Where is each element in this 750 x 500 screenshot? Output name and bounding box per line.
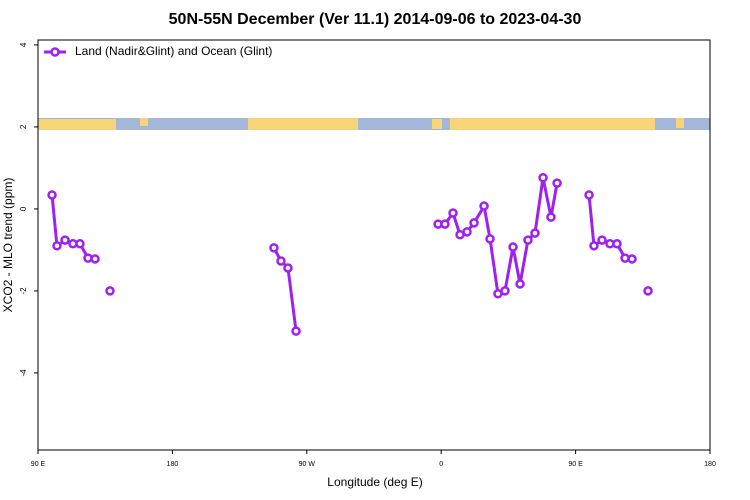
x-tick-label: 0 xyxy=(439,461,443,468)
point xyxy=(643,286,653,296)
land-ocean-strip xyxy=(38,118,710,130)
x-tick-label: 90 W xyxy=(299,461,316,468)
point xyxy=(552,178,562,188)
point xyxy=(291,326,301,336)
point xyxy=(589,241,599,251)
point xyxy=(612,239,622,249)
point xyxy=(52,241,62,251)
point xyxy=(462,227,472,237)
x-tick-label: 180 xyxy=(704,461,716,468)
x-axis-label: Longitude (deg E) xyxy=(327,475,422,489)
point xyxy=(584,190,594,200)
point xyxy=(627,254,637,264)
point xyxy=(597,235,607,245)
point xyxy=(500,286,510,296)
point xyxy=(60,235,70,245)
point xyxy=(515,279,525,289)
y-tick-label: -2 xyxy=(19,287,28,295)
point xyxy=(448,208,458,218)
point xyxy=(440,219,450,229)
point xyxy=(469,218,479,228)
point xyxy=(283,263,293,273)
point xyxy=(538,173,548,183)
y-axis-label: XCO2 - MLO trend (ppm) xyxy=(1,178,15,313)
chart-title: 50N-55N December (Ver 11.1) 2014-09-06 t… xyxy=(169,11,582,28)
point xyxy=(47,190,57,200)
x-tick-label: 90 E xyxy=(31,461,46,468)
plot-frame xyxy=(37,39,711,451)
y-tick-label: 4 xyxy=(19,42,28,47)
point xyxy=(485,234,495,244)
x-tick-label: 90 E xyxy=(568,461,583,468)
point xyxy=(105,286,115,296)
point xyxy=(276,256,286,266)
point xyxy=(508,242,518,252)
y-tick-label: -4 xyxy=(19,369,28,377)
point xyxy=(546,212,556,222)
point xyxy=(530,228,540,238)
legend-marker xyxy=(50,47,60,57)
x-tick-label: 180 xyxy=(167,461,179,468)
point xyxy=(90,254,100,264)
point xyxy=(269,243,279,253)
point xyxy=(75,239,85,249)
point xyxy=(479,201,489,211)
point xyxy=(523,235,533,245)
series-line xyxy=(52,178,648,331)
legend-label: Land (Nadir&Glint) and Ocean (Glint) xyxy=(75,44,272,58)
y-tick-label: 0 xyxy=(19,206,28,211)
y-tick-label: 2 xyxy=(19,124,28,129)
